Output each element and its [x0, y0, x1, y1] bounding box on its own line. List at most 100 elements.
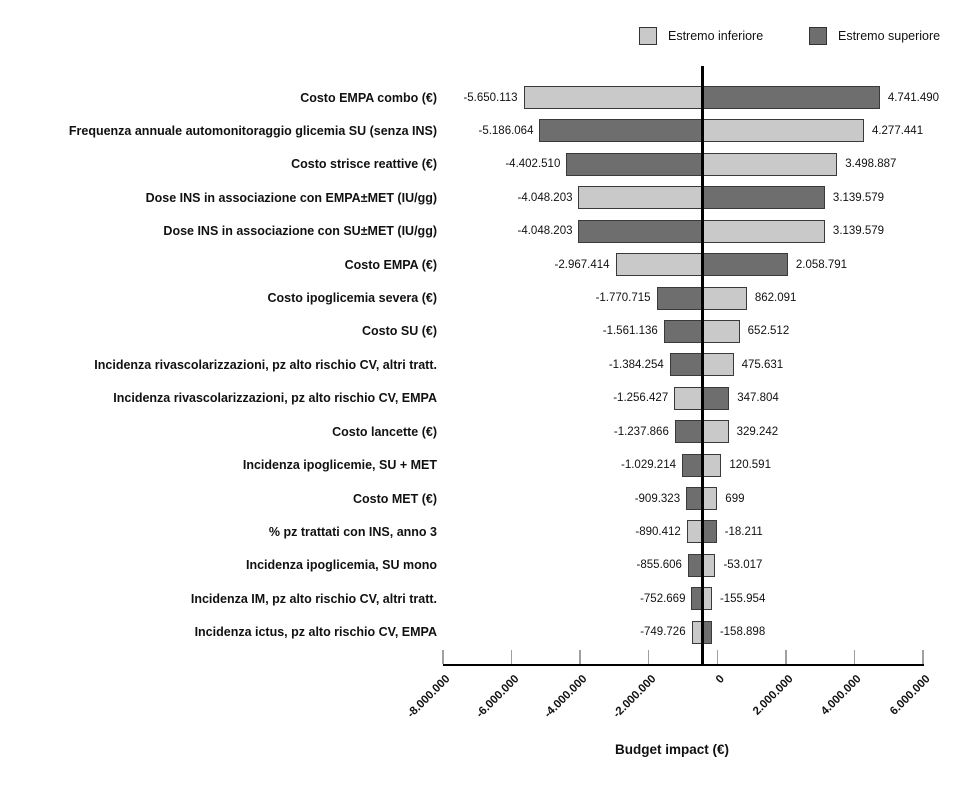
bar-segment-left	[681, 453, 703, 477]
bar-segment-left	[686, 487, 703, 511]
bar-segment-left	[674, 386, 703, 410]
value-label-high: 3.139.579	[832, 225, 885, 238]
bar-segment-left	[578, 219, 703, 243]
category-label: Costo MET (€)	[352, 491, 437, 506]
bar-segment-left	[669, 353, 703, 377]
x-axis-line	[443, 663, 924, 666]
value-label-high: 475.631	[741, 358, 784, 371]
value-label-high: 4.277.441	[871, 124, 924, 137]
axis-tick-label: -6.000.000	[473, 673, 522, 721]
axis-tick	[922, 650, 924, 664]
value-label-low: -1.384.254	[608, 358, 664, 371]
category-label: Costo EMPA (€)	[344, 257, 437, 272]
value-label-low: -5.650.113	[463, 91, 518, 104]
legend-item-superiore: Estremo superiore	[809, 27, 940, 45]
value-label-high: -53.017	[723, 559, 763, 572]
category-label: Incidenza ipoglicemie, SU + MET	[242, 458, 437, 473]
category-label: Costo EMPA combo (€)	[300, 90, 437, 105]
bar-segment-left	[674, 420, 703, 444]
bar-segment-right	[701, 386, 730, 410]
bar-segment-right	[701, 253, 788, 277]
bar-segment-left	[539, 119, 703, 143]
legend-label: Estremo inferiore	[668, 29, 764, 43]
bar-segment-right	[701, 86, 880, 109]
value-label-low: -4.048.203	[517, 191, 573, 204]
value-label-high: 3.139.579	[832, 191, 885, 204]
axis-tick-label: -2.000.000	[610, 673, 659, 721]
legend-swatch-inferiore	[639, 27, 657, 45]
value-label-low: -1.770.715	[595, 292, 651, 305]
bar-segment-right	[701, 453, 722, 477]
value-label-high: 2.058.791	[795, 258, 848, 271]
bar-segment-right	[701, 219, 825, 243]
value-label-high: 4.741.490	[887, 91, 940, 104]
value-label-low: -909.323	[634, 492, 681, 505]
bar-segment-left	[523, 86, 703, 109]
axis-tick	[647, 650, 650, 664]
value-label-low: -2.967.414	[554, 258, 610, 271]
axis-tick-label: 4.000.000	[819, 673, 864, 718]
bar-segment-right	[701, 152, 838, 176]
value-label-low: -1.237.866	[613, 425, 669, 438]
bar-segment-left	[663, 319, 703, 343]
bar-segment-left	[566, 152, 703, 176]
category-label: Incidenza IM, pz alto rischio CV, altri …	[190, 591, 437, 606]
category-label: Costo SU (€)	[362, 324, 437, 339]
value-label-high: -18.211	[724, 525, 763, 538]
value-label-high: 329.242	[736, 425, 779, 438]
value-label-low: -752.669	[640, 592, 686, 605]
value-label-high: 3.498.887	[845, 158, 897, 171]
value-label-high: 652.512	[747, 325, 790, 338]
axis-tick	[510, 650, 513, 664]
category-label: Costo lancette (€)	[332, 424, 437, 439]
bar-segment-right	[701, 487, 718, 511]
value-label-low: -749.726	[640, 626, 686, 639]
value-label-low: -1.029.214	[621, 459, 676, 472]
bar-segment-right	[701, 186, 825, 210]
axis-tick-label: 6.000.000	[887, 673, 933, 718]
axis-tick	[716, 650, 719, 664]
value-label-low: -4.048.203	[517, 225, 573, 238]
category-label: Costo ipoglicemia severa (€)	[267, 291, 437, 306]
value-label-high: 699	[725, 492, 745, 505]
bar-segment-left	[656, 286, 703, 310]
category-label: Incidenza rivascolarizzazioni, pz alto r…	[94, 357, 437, 372]
bar-segment-left	[686, 520, 703, 544]
axis-tick	[579, 650, 581, 664]
value-label-low: -855.606	[636, 559, 682, 572]
category-label: Dose INS in associazione con EMPA±MET (I…	[145, 190, 437, 205]
category-label: % pz trattati con INS, anno 3	[268, 524, 437, 539]
value-label-low: -1.561.136	[602, 325, 658, 338]
value-label-high: -158.898	[719, 626, 766, 639]
value-label-high: -155.954	[719, 592, 766, 605]
category-label: Incidenza rivascolarizzazioni, pz alto r…	[113, 391, 437, 406]
value-label-high: 862.091	[754, 292, 797, 305]
legend-swatch-superiore	[809, 27, 827, 45]
value-label-low: -4.402.510	[505, 158, 561, 171]
bar-segment-right	[701, 286, 747, 310]
bar-segment-left	[578, 186, 703, 210]
legend-item-inferiore: Estremo inferiore	[639, 27, 763, 45]
bar-segment-right	[701, 119, 864, 143]
bar-segment-right	[701, 520, 717, 544]
value-label-low: -890.412	[635, 525, 681, 538]
category-label: Incidenza ictus, pz alto rischio CV, EMP…	[194, 625, 437, 640]
bar-segment-right	[701, 420, 729, 444]
bar-segment-left	[615, 253, 703, 277]
category-label: Frequenza annuale automonitoraggio glice…	[68, 123, 437, 138]
axis-tick-label: 0	[713, 673, 727, 687]
baseline	[701, 66, 704, 665]
axis-tick	[785, 650, 787, 664]
bar-segment-right	[701, 319, 740, 343]
axis-tick-label: -4.000.000	[542, 673, 590, 721]
axis-tick-label: -8.000.000	[405, 673, 453, 721]
axis-tick	[442, 650, 444, 664]
category-label: Dose INS in associazione con SU±MET (IU/…	[163, 224, 437, 239]
category-label: Incidenza ipoglicemia, SU mono	[245, 558, 437, 573]
value-label-high: 120.591	[729, 459, 771, 472]
legend-label: Estremo superiore	[838, 29, 941, 43]
x-axis-title: Budget impact (€)	[614, 742, 729, 757]
bar-segment-right	[701, 353, 734, 377]
value-label-low: -5.186.064	[478, 124, 534, 137]
